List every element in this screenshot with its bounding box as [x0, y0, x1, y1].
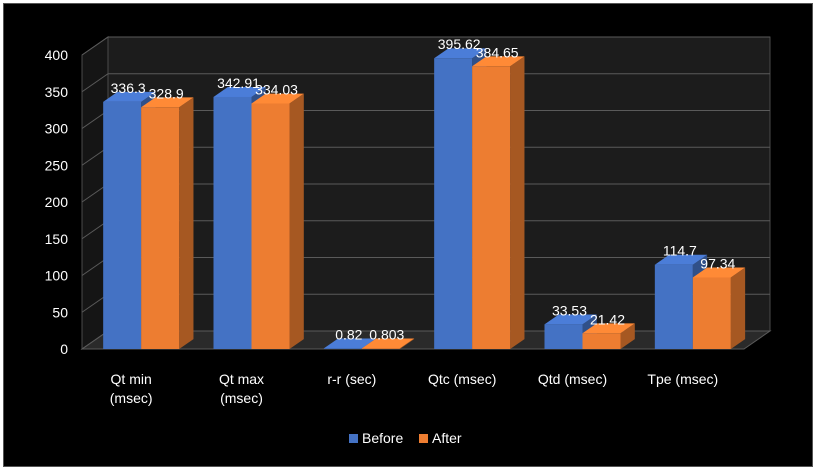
bar-front	[654, 264, 693, 349]
bar-front	[434, 58, 473, 349]
y-tick-label: 350	[45, 84, 69, 100]
bar-after-1	[251, 93, 304, 350]
bar-side	[730, 267, 746, 349]
legend-label: Before	[362, 430, 403, 446]
bar-top	[323, 338, 377, 349]
legend-label: After	[432, 430, 462, 446]
chart-frame: 0 50 100 150 200 250 300 350 400 336.3 328.9 342.9…	[3, 3, 813, 467]
bar-series	[103, 48, 746, 350]
y-tick-label: 250	[45, 157, 69, 173]
legend: Before After	[349, 430, 462, 446]
bar-front	[251, 103, 290, 350]
bar-after-2	[361, 338, 415, 349]
data-label-before-2: 0.82	[335, 326, 362, 342]
y-tick-label: 50	[52, 304, 68, 320]
y-tick-label: 300	[45, 121, 69, 137]
bar-front	[692, 277, 731, 349]
data-label-before-3: 395.62	[438, 36, 481, 52]
x-axis-categories: Qt min (msec) Qt max (msec) r-r (sec) Qtc (ms…	[110, 371, 718, 406]
bar-front	[213, 96, 252, 349]
x-category-label-2: r-r (sec)	[327, 371, 376, 387]
bar-top	[654, 254, 708, 265]
y-tick-label: 0	[60, 341, 68, 357]
bar-front	[361, 348, 400, 349]
data-label-after-4: 21.42	[590, 311, 625, 327]
gridline	[81, 73, 770, 93]
bar-top	[434, 48, 487, 59]
data-label-before-0: 336.3	[111, 80, 146, 96]
data-label-before-1: 342.91	[217, 75, 260, 91]
data-label-after-3: 384.65	[476, 44, 519, 60]
bar-front	[472, 66, 511, 349]
bar-side	[399, 338, 415, 349]
x-category-label-5: Tpe (msec)	[647, 371, 718, 387]
bar-top	[213, 87, 266, 97]
legend-swatch	[349, 434, 358, 443]
bar-side	[179, 97, 194, 350]
bar-front	[103, 101, 142, 349]
bar-front	[323, 348, 362, 349]
y-tick-label: 100	[45, 268, 69, 284]
bar-top	[544, 314, 597, 325]
data-label-after-2: 0.803	[369, 326, 404, 342]
bar-top	[103, 91, 156, 102]
y-axis-ticks: 0 50 100 150 200 250 300 350 400	[45, 47, 69, 357]
bar-top	[251, 93, 304, 104]
x-category-label-3: Qtc (msec)	[428, 371, 496, 387]
legend-item-after: After	[419, 430, 462, 446]
data-label-after-5: 97.34	[700, 255, 735, 271]
bar-top	[472, 56, 525, 67]
bar-side	[289, 93, 304, 349]
y-tick-label: 200	[45, 194, 69, 210]
data-label-after-1: 334.03	[255, 81, 298, 97]
bar-front	[141, 107, 180, 349]
bar-front	[582, 333, 621, 349]
x-category-label-4: Qtd (msec)	[538, 371, 607, 387]
legend-item-before: Before	[349, 430, 403, 446]
gridline	[81, 36, 770, 56]
data-label-before-4: 33.53	[552, 302, 587, 318]
bar-side	[510, 56, 525, 349]
data-label-after-0: 328.9	[149, 85, 184, 101]
bar-chart: 0 50 100 150 200 250 300 350 400 336.3 328.9 342.9…	[45, 36, 772, 446]
legend-swatch	[419, 434, 428, 443]
bar-top	[141, 97, 194, 108]
bar-after-5	[692, 267, 746, 349]
bar-front	[544, 324, 583, 349]
x-category-label-0: Qt min (msec)	[110, 371, 153, 406]
y-tick-label: 150	[45, 231, 69, 247]
bar-after-3	[472, 56, 525, 349]
bar-top	[361, 338, 415, 349]
bar-after-0	[141, 97, 194, 350]
y-tick-label: 400	[45, 47, 69, 63]
x-category-label-1: Qt max (msec)	[219, 371, 264, 406]
bar-side	[620, 323, 635, 349]
bar-top	[582, 323, 635, 334]
bar-top	[692, 267, 746, 278]
data-label-before-5: 114.7	[663, 243, 697, 259]
bar-after-4	[582, 323, 635, 349]
